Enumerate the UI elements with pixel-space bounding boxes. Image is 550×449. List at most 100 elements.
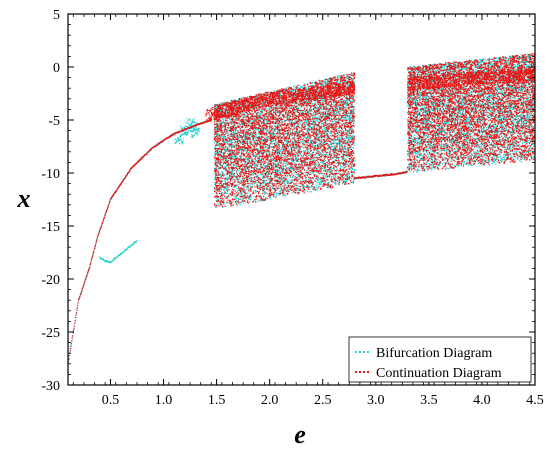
bifurcation-point <box>280 139 282 141</box>
bifurcation-point <box>327 147 329 149</box>
bifurcation-point <box>299 111 302 113</box>
bifurcation-point <box>346 153 348 155</box>
bifurcation-point <box>220 141 223 143</box>
bifurcation-point <box>221 197 223 199</box>
bifurcation-point <box>338 133 340 136</box>
bifurcation-point <box>342 159 344 161</box>
bifurcation-point <box>280 119 282 122</box>
bifurcation-point <box>275 171 277 174</box>
bifurcation-point <box>223 192 226 195</box>
bifurcation-point <box>231 115 233 117</box>
bifurcation-point <box>306 105 309 107</box>
bifurcation-point <box>114 258 116 260</box>
bifurcation-point <box>273 121 275 123</box>
bifurcation-point <box>222 119 225 121</box>
bifurcation-point <box>196 133 198 135</box>
bifurcation-point <box>320 181 322 183</box>
bifurcation-point <box>314 164 316 167</box>
bifurcation-point <box>266 176 268 178</box>
bifurcation-point <box>252 183 254 186</box>
bifurcation-point <box>341 78 343 80</box>
bifurcation-point <box>221 164 223 166</box>
bifurcation-point <box>327 179 329 181</box>
bifurcation-point <box>194 128 196 130</box>
bifurcation-point <box>328 131 330 133</box>
bifurcation-point <box>290 89 292 91</box>
bifurcation-point <box>220 186 222 189</box>
bifurcation-point <box>285 162 287 165</box>
bifurcation-point <box>278 105 280 107</box>
bifurcation-point <box>333 146 335 148</box>
bifurcation-point <box>272 105 274 108</box>
bifurcation-point <box>254 116 256 118</box>
bifurcation-point <box>255 160 257 162</box>
bifurcation-point <box>311 102 313 105</box>
bifurcation-point <box>299 85 301 87</box>
bifurcation-point <box>306 121 309 124</box>
bifurcation-point <box>353 164 355 166</box>
bifurcation-point <box>287 139 289 141</box>
bifurcation-point <box>260 134 263 136</box>
bifurcation-point <box>309 191 311 193</box>
bifurcation-point <box>263 189 265 191</box>
bifurcation-point <box>269 133 271 135</box>
bifurcation-point <box>300 142 302 144</box>
bifurcation-point <box>298 139 300 142</box>
bifurcation-point <box>324 129 327 131</box>
bifurcation-point <box>253 195 255 197</box>
bifurcation-point <box>286 91 288 93</box>
bifurcation-point <box>273 117 275 119</box>
bifurcation-point <box>235 177 237 179</box>
bifurcation-point <box>282 166 284 168</box>
bifurcation-point <box>250 196 252 198</box>
bifurcation-point <box>225 141 227 144</box>
bifurcation-point <box>308 148 310 150</box>
bifurcation-point <box>286 156 288 158</box>
bifurcation-point <box>342 118 345 121</box>
bifurcation-point <box>229 135 231 137</box>
bifurcation-point <box>298 137 300 139</box>
bifurcation-point <box>262 117 264 119</box>
bifurcation-point <box>226 188 228 190</box>
bifurcation-point <box>287 147 290 149</box>
bifurcation-point <box>85 276 87 279</box>
bifurcation-point <box>214 151 216 153</box>
bifurcation-point <box>348 183 351 185</box>
bifurcation-point <box>353 160 355 162</box>
bifurcation-point <box>123 251 125 253</box>
bifurcation-point <box>317 140 319 142</box>
bifurcation-point <box>330 143 332 145</box>
bifurcation-point <box>280 130 282 132</box>
bifurcation-point <box>223 101 225 103</box>
bifurcation-point <box>306 190 309 193</box>
bifurcation-point <box>345 103 348 105</box>
bifurcation-point <box>119 254 121 256</box>
bifurcation-point <box>73 327 75 329</box>
bifurcation-point <box>334 108 336 110</box>
bifurcation-point <box>215 143 217 145</box>
bifurcation-point <box>290 168 292 170</box>
bifurcation-point <box>267 153 269 156</box>
bifurcation-point <box>318 177 320 179</box>
bifurcation-point <box>189 119 191 121</box>
bifurcation-point <box>280 155 282 158</box>
bifurcation-point <box>351 108 353 111</box>
bifurcation-point <box>292 122 295 124</box>
bifurcation-point <box>257 164 259 166</box>
bifurcation-point <box>250 161 252 164</box>
bifurcation-point <box>350 137 352 139</box>
bifurcation-point <box>345 95 348 97</box>
bifurcation-point <box>100 225 102 228</box>
bifurcation-point <box>340 98 343 100</box>
bifurcation-point <box>311 152 313 154</box>
bifurcation-point <box>125 248 127 250</box>
bifurcation-point <box>108 261 110 263</box>
bifurcation-point <box>282 143 284 145</box>
bifurcation-point <box>272 166 275 168</box>
bifurcation-point <box>251 147 253 149</box>
bifurcation-point <box>232 155 234 157</box>
bifurcation-point <box>346 176 348 178</box>
bifurcation-point <box>292 147 294 149</box>
bifurcation-point <box>335 117 337 119</box>
bifurcation-point <box>187 120 189 122</box>
